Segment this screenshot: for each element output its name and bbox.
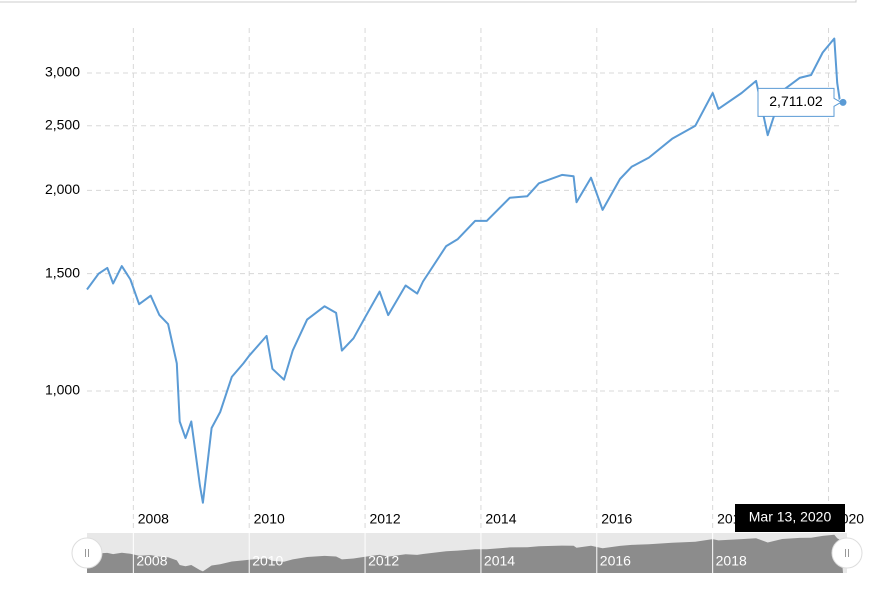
y-tick-label: 3,000 — [45, 64, 80, 80]
date-tooltip-box — [735, 504, 845, 532]
date-tooltip: Mar 13, 2020 — [749, 509, 832, 525]
value-tooltip: 2,711.02 — [769, 93, 823, 109]
x-tick-label: 2012 — [369, 511, 400, 527]
navigator-label: 2014 — [484, 553, 515, 569]
value-tooltip-box — [757, 87, 843, 117]
navigator-label: 2008 — [136, 553, 167, 569]
y-tick-label: 2,500 — [45, 117, 80, 133]
y-tick-label: 1,500 — [45, 264, 80, 280]
navigator-label: 2012 — [368, 553, 399, 569]
x-tick-label: 2016 — [601, 511, 632, 527]
navigator-handle-left[interactable] — [71, 537, 103, 569]
x-tick-label: 2008 — [138, 511, 169, 527]
navigator-label: 2018 — [716, 553, 747, 569]
y-tick-label: 2,000 — [45, 181, 80, 197]
navigator-label: 2010 — [252, 553, 283, 569]
top-frame — [0, 0, 857, 3]
navigator-area — [87, 534, 843, 573]
price-line — [86, 37, 842, 504]
x-tick-label: 2010 — [254, 511, 285, 527]
x-tick-label: 2014 — [485, 511, 516, 527]
navigator-handle-right[interactable] — [831, 537, 863, 569]
navigator-label: 2016 — [600, 553, 631, 569]
y-tick-label: 1,000 — [45, 382, 80, 398]
